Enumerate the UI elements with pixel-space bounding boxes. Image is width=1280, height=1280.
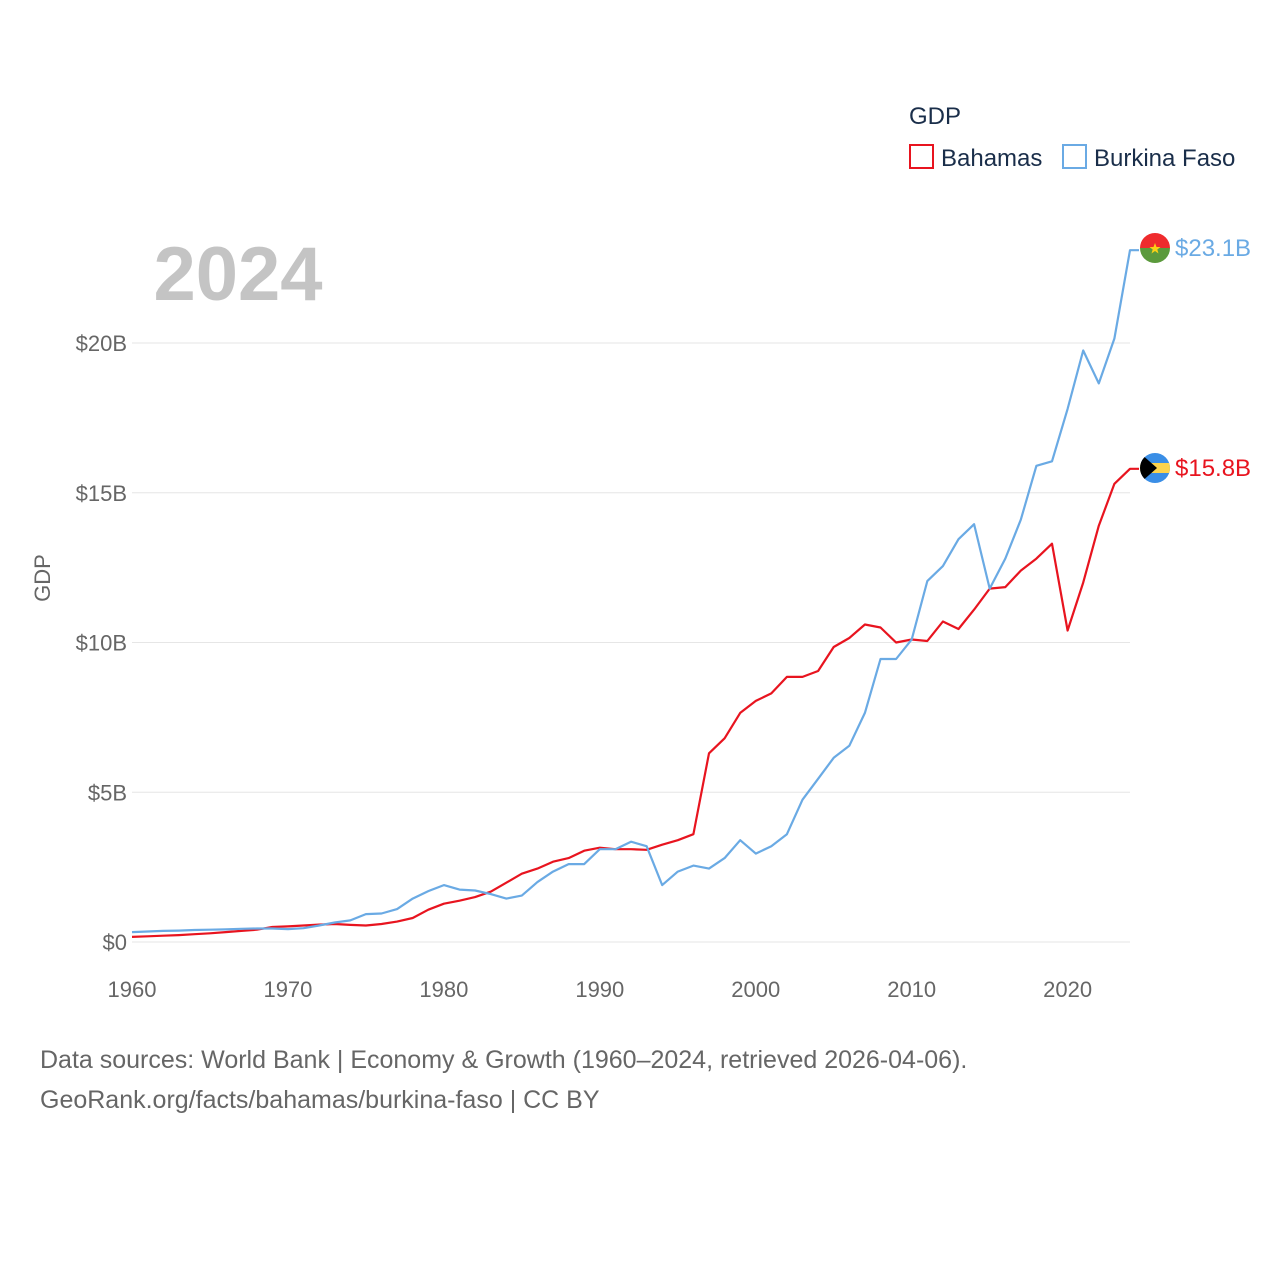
x-tick-label: 2020 (1043, 977, 1092, 1002)
y-tick-label: $15B (76, 481, 127, 506)
legend-label-burkina-faso: Burkina Faso (1094, 145, 1235, 172)
series-line-bahamas[interactable] (131, 467, 1139, 938)
x-tick-label: 2000 (731, 977, 780, 1002)
y-tick-label: $0 (103, 930, 127, 955)
gdp-line-chart: 2024 GDP Bahamas Burkina Faso GDP $0$5B$… (30, 103, 1251, 1002)
x-tick-label: 1970 (263, 977, 312, 1002)
gridlines (132, 342, 1130, 943)
legend-swatch-burkina-faso (1062, 144, 1087, 169)
legend-item-bahamas[interactable]: Bahamas (909, 144, 1042, 172)
x-tick-label: 2010 (887, 977, 936, 1002)
legend-title: GDP (909, 103, 961, 130)
legend-item-burkina-faso[interactable]: Burkina Faso (1062, 144, 1235, 172)
burkina-faso-flag (1140, 233, 1170, 263)
legend-label-bahamas: Bahamas (941, 145, 1042, 172)
x-axis-ticks: 1960 1970 1980 1990 2000 2010 2020 (108, 977, 1093, 1002)
y-axis-ticks: $0 $5B $10B $15B $20B (76, 331, 127, 955)
end-label-burkina-faso: $23.1B (1175, 235, 1251, 262)
x-tick-label: 1980 (419, 977, 468, 1002)
x-tick-label: 1960 (108, 977, 157, 1002)
series-lines (131, 249, 1139, 938)
y-tick-label: $20B (76, 331, 127, 356)
footer-sources: Data sources: World Bank | Economy & Gro… (40, 1046, 968, 1074)
legend: GDP Bahamas Burkina Faso (909, 103, 1235, 172)
x-tick-label: 1990 (575, 977, 624, 1002)
footer: Data sources: World Bank | Economy & Gro… (40, 1040, 967, 1120)
end-label-bahamas: $15.8B (1175, 455, 1251, 482)
series-line-burkina-faso[interactable] (131, 249, 1139, 934)
year-title: 2024 (153, 232, 322, 317)
footer-link[interactable]: GeoRank.org/facts/bahamas/burkina-faso |… (40, 1086, 600, 1114)
y-axis-title: GDP (30, 554, 55, 602)
y-tick-label: $5B (88, 780, 127, 805)
legend-swatch-bahamas (909, 144, 934, 169)
y-tick-label: $10B (76, 631, 127, 656)
bahamas-flag (1140, 453, 1170, 483)
